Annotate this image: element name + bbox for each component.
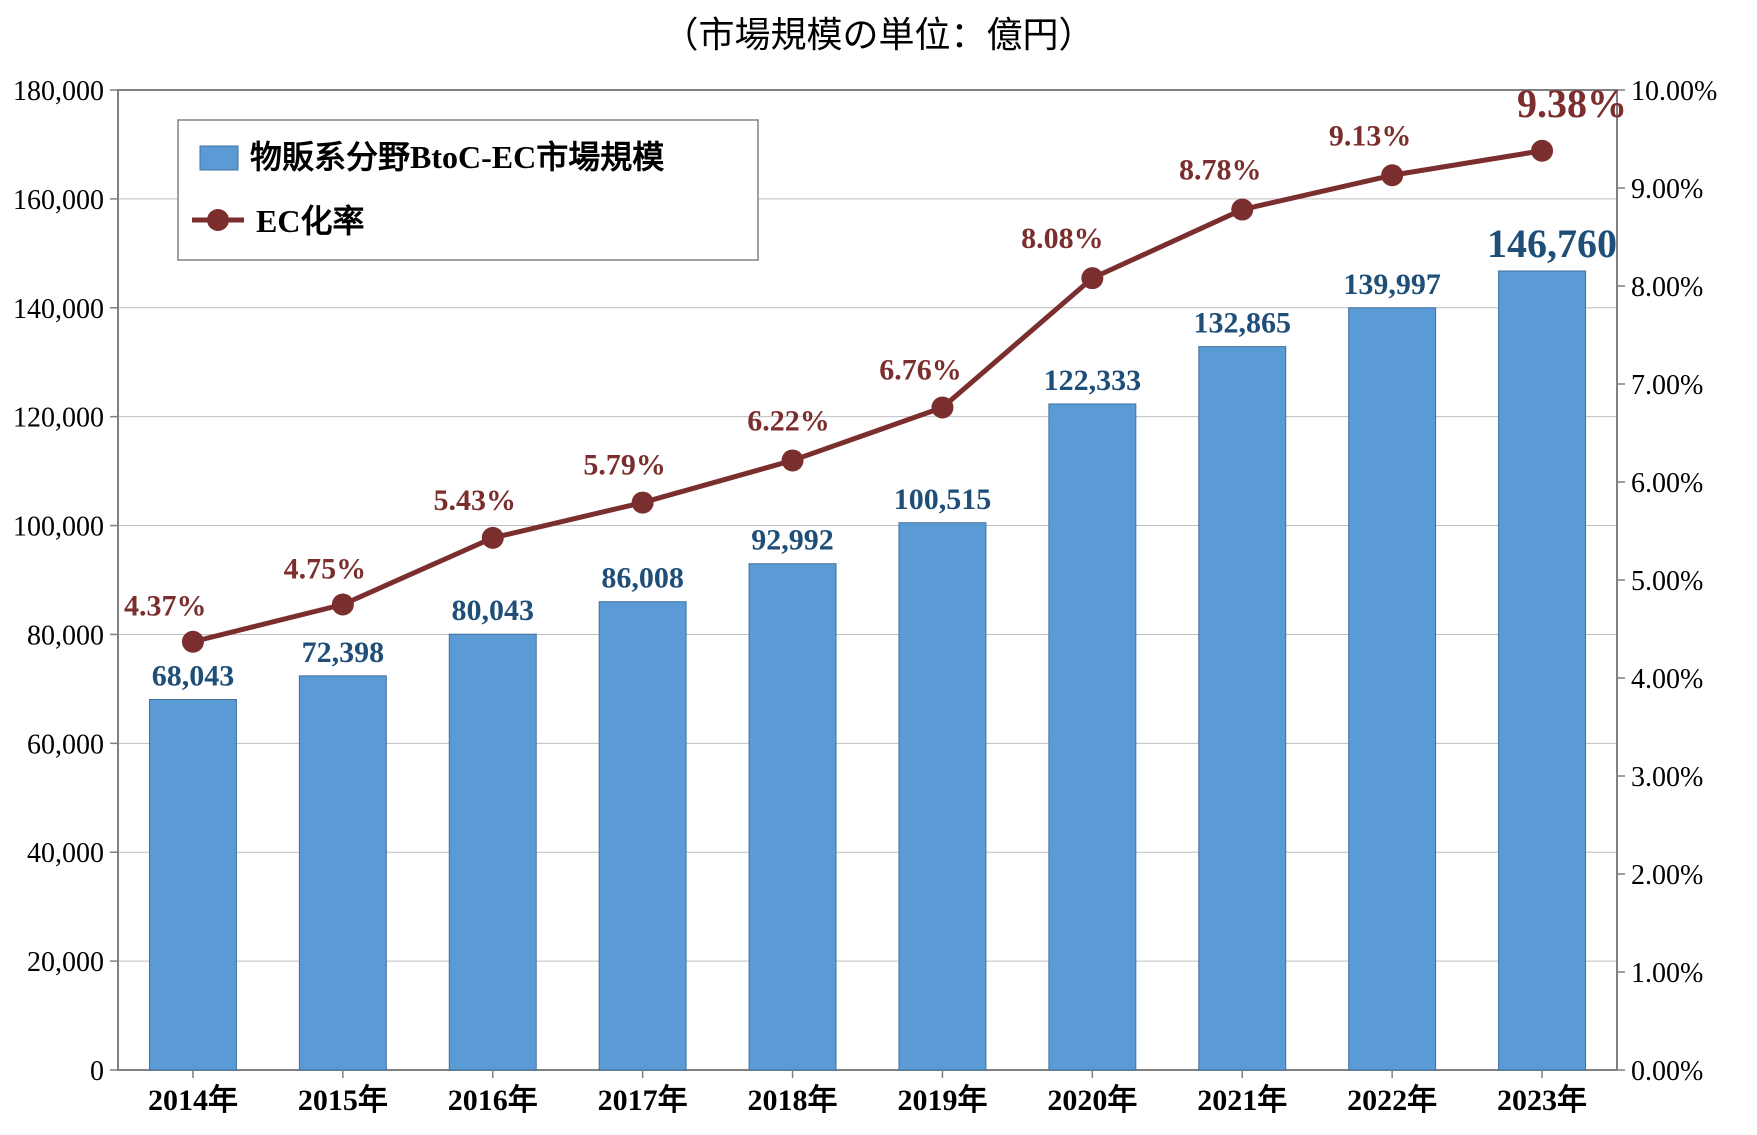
x-tick-label: 2019年 xyxy=(897,1084,987,1117)
line-value-label: 6.76% xyxy=(879,354,962,387)
y-right-tick-label: 6.00% xyxy=(1631,468,1703,499)
line-marker xyxy=(482,527,504,549)
line-marker xyxy=(1081,267,1103,289)
line-marker xyxy=(182,631,204,653)
x-tick-label: 2018年 xyxy=(748,1084,838,1117)
line-value-label: 9.13% xyxy=(1329,119,1412,152)
bar xyxy=(149,700,236,1070)
line-marker xyxy=(931,397,953,419)
y-right-tick-label: 7.00% xyxy=(1631,370,1703,401)
x-tick-label: 2017年 xyxy=(598,1084,688,1117)
bar xyxy=(599,602,686,1070)
line-marker xyxy=(1381,164,1403,186)
y-right-tick-label: 1.00% xyxy=(1631,958,1703,989)
line-value-label: 5.43% xyxy=(434,484,517,517)
bar-value-label: 139,997 xyxy=(1343,268,1441,301)
bar-value-label: 68,043 xyxy=(152,660,235,693)
line-value-label: 9.38% xyxy=(1517,81,1627,126)
bar xyxy=(1499,271,1586,1070)
bar xyxy=(449,634,536,1070)
bar-value-label: 92,992 xyxy=(751,524,834,557)
y-right-tick-label: 3.00% xyxy=(1631,762,1703,793)
bar-value-label: 80,043 xyxy=(452,594,535,627)
y-left-tick-label: 100,000 xyxy=(13,512,104,543)
bar-value-label: 132,865 xyxy=(1194,307,1292,340)
y-left-tick-label: 160,000 xyxy=(13,185,104,216)
x-tick-label: 2015年 xyxy=(298,1084,388,1117)
y-right-tick-label: 8.00% xyxy=(1631,272,1703,303)
y-left-tick-label: 0 xyxy=(90,1056,104,1087)
y-right-tick-label: 4.00% xyxy=(1631,664,1703,695)
line-marker xyxy=(632,492,654,514)
y-left-tick-label: 40,000 xyxy=(27,838,104,869)
line-marker xyxy=(1231,199,1253,221)
x-tick-label: 2014年 xyxy=(148,1084,238,1117)
combo-chart: 0 20,000 40,000 60,000 80,000 100,000 120,000 1… xyxy=(0,50,1757,1135)
line-value-label: 8.78% xyxy=(1179,154,1262,187)
legend-label-bar: 物販系分野BtoC-EC市場規模 xyxy=(250,139,664,175)
x-tick-label: 2016年 xyxy=(448,1084,538,1117)
legend-label-line: EC化率 xyxy=(256,203,364,239)
y-right-tick-label: 0.00% xyxy=(1631,1056,1703,1087)
bar-value-label: 86,008 xyxy=(601,562,684,595)
y-left-tick-label: 80,000 xyxy=(27,620,104,651)
bar xyxy=(749,564,836,1070)
bar xyxy=(299,676,386,1070)
line-value-label: 4.75% xyxy=(284,553,367,586)
bar-value-label: 100,515 xyxy=(894,483,992,516)
bar-value-label: 146,760 xyxy=(1487,221,1617,266)
line-marker xyxy=(332,594,354,616)
bar xyxy=(899,523,986,1070)
x-tick-label: 2022年 xyxy=(1347,1084,1437,1117)
chart-container: （市場規模の単位：億円） 020,00040,00060,00080,00010… xyxy=(0,0,1757,1135)
bar-value-label: 72,398 xyxy=(302,636,385,669)
line-value-label: 4.37% xyxy=(124,590,207,623)
line-value-label: 5.79% xyxy=(583,449,666,482)
y-right-tick-label: 9.00% xyxy=(1631,174,1703,205)
bar xyxy=(1199,347,1286,1070)
y-left-tick-label: 180,000 xyxy=(13,76,104,107)
y-right-tick-label: 10.00% xyxy=(1631,76,1717,107)
y-left-tick-label: 140,000 xyxy=(13,294,104,325)
y-left-tick-label: 60,000 xyxy=(27,729,104,760)
bar-value-label: 122,333 xyxy=(1044,364,1142,397)
line-value-label: 8.08% xyxy=(1021,222,1104,255)
line-marker xyxy=(782,449,804,471)
x-tick-label: 2020年 xyxy=(1047,1084,1137,1117)
legend-swatch-line-marker xyxy=(207,209,229,231)
y-right-tick-label: 2.00% xyxy=(1631,860,1703,891)
x-tick-label: 2023年 xyxy=(1497,1084,1587,1117)
y-left-tick-label: 120,000 xyxy=(13,403,104,434)
y-left-tick-label: 20,000 xyxy=(27,947,104,978)
line-marker xyxy=(1531,140,1553,162)
x-tick-label: 2021年 xyxy=(1197,1084,1287,1117)
bar xyxy=(1049,404,1136,1070)
line-value-label: 6.22% xyxy=(747,404,830,437)
legend-swatch-bar xyxy=(200,146,238,170)
y-right-tick-label: 5.00% xyxy=(1631,566,1703,597)
bar xyxy=(1349,308,1436,1070)
